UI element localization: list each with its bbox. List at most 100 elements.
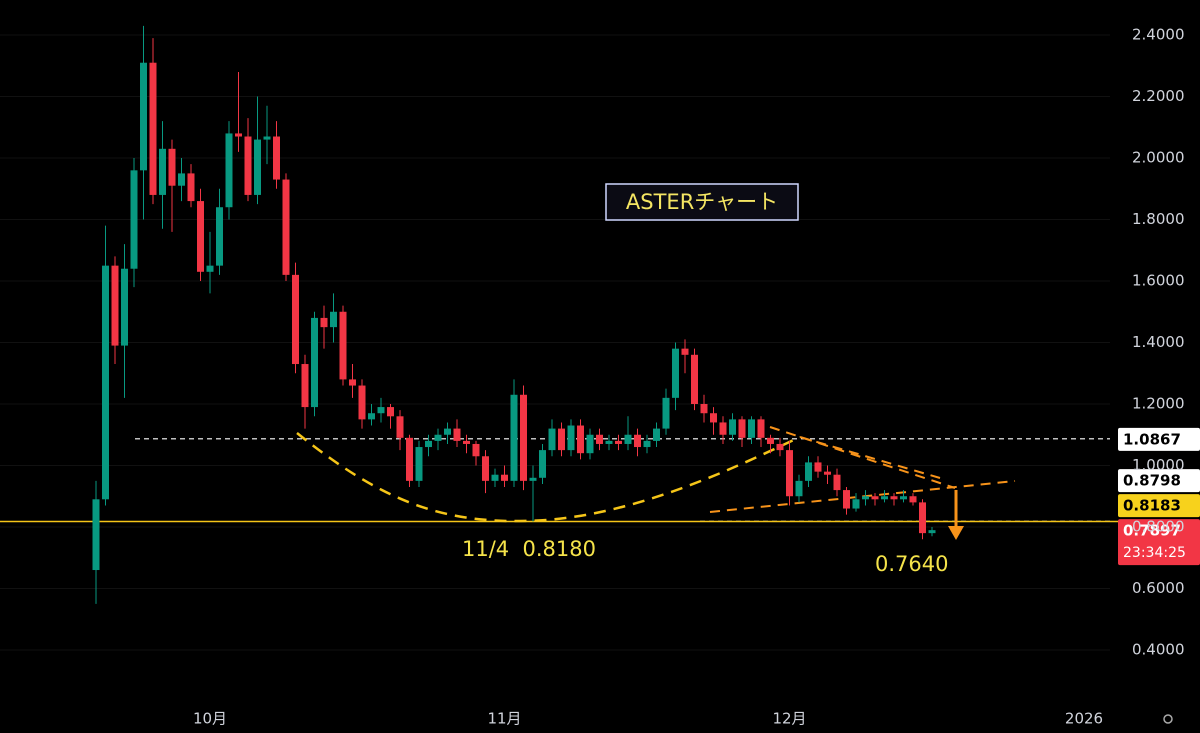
candle-body (330, 311, 337, 328)
candle-body (320, 317, 328, 328)
candle-body (672, 348, 679, 398)
candle-body (425, 440, 432, 448)
y-tick-label: 0.8000 (1132, 517, 1185, 535)
candle-body (349, 379, 356, 386)
x-tick-label: 11月 (487, 710, 521, 728)
candle-body (729, 419, 736, 435)
candle-body (292, 274, 299, 365)
candle-body (643, 440, 651, 448)
settings-icon[interactable] (1163, 714, 1173, 724)
candle-body (121, 268, 128, 346)
candle-body (92, 499, 100, 571)
candle-body (767, 437, 774, 444)
candle-body (130, 170, 138, 269)
price-label-box (1118, 494, 1200, 518)
candle-body (719, 422, 727, 435)
candle-body (178, 173, 185, 186)
candle-body (482, 456, 489, 481)
candle-body (539, 450, 546, 478)
candle-body (225, 133, 233, 208)
candle-body (862, 496, 869, 500)
candle-body (529, 477, 537, 481)
trend-line (769, 426, 956, 489)
candle-body (301, 364, 309, 408)
candle-body (919, 502, 926, 534)
x-tick-label: 2026 (1065, 710, 1103, 728)
candle-body (558, 428, 565, 451)
candle-body (928, 530, 936, 534)
candle-body (102, 265, 109, 500)
candle-body (634, 434, 641, 448)
candle-body (881, 496, 888, 500)
candle-body (377, 407, 385, 414)
y-tick-label: 1.4000 (1132, 333, 1185, 351)
candle-body (786, 450, 793, 497)
candle-body (187, 173, 195, 202)
y-tick-label: 2.0000 (1132, 149, 1185, 167)
candle-body (510, 394, 518, 481)
candle-body (710, 413, 717, 423)
candle-body (567, 425, 575, 451)
cup-curve (296, 432, 801, 523)
candle-body (368, 413, 375, 420)
candle-body (681, 348, 689, 355)
candle-body (805, 462, 812, 481)
candle-body (339, 311, 347, 380)
y-tick-label: 1.2000 (1132, 394, 1185, 412)
candle-body (444, 428, 451, 435)
chart-title: ASTERチャート (626, 190, 778, 214)
candle-body (244, 136, 252, 195)
candle-body (577, 425, 584, 454)
candle-body (159, 148, 166, 195)
candle-body (235, 133, 242, 137)
candle-body (653, 428, 660, 441)
x-tick-label: 12月 (772, 710, 806, 728)
y-tick-label: 2.2000 (1132, 87, 1185, 105)
candle-body (501, 474, 508, 481)
candle-body (263, 136, 271, 140)
price-label: 1.0867 (1123, 430, 1181, 448)
candle-body (216, 207, 223, 266)
y-tick-label: 2.4000 (1132, 26, 1185, 44)
candle-body (833, 474, 841, 491)
candle-body (197, 201, 204, 272)
y-tick-label: 1.6000 (1132, 272, 1185, 290)
candle-body (776, 443, 784, 451)
candle-body (111, 265, 119, 346)
y-tick-label: 1.8000 (1132, 210, 1185, 228)
candle-body (387, 407, 394, 417)
price-label-box (1118, 469, 1200, 493)
candle-body (406, 437, 413, 481)
candle-body (890, 496, 898, 500)
candle-body (472, 443, 480, 457)
y-tick-label: 0.4000 (1132, 640, 1185, 658)
candle-body (843, 490, 850, 509)
candle-body (491, 474, 499, 481)
price-label-box (1118, 519, 1200, 566)
candle-body (605, 440, 613, 444)
candle-body (586, 434, 594, 454)
candle-body (168, 148, 176, 186)
candle-body (871, 496, 879, 500)
candle-body (358, 385, 366, 420)
candle-body (140, 62, 147, 171)
x-tick-label: 10月 (193, 710, 227, 728)
candle-body (463, 440, 470, 444)
y-tick-label: 0.6000 (1132, 579, 1185, 597)
candle-body (757, 419, 765, 438)
annotation: 0.7640 (875, 552, 948, 576)
price-label: 0.7897 (1123, 522, 1181, 540)
candle-body (852, 499, 860, 509)
candle-body (814, 462, 822, 472)
candle-body (824, 471, 831, 475)
annotation: 11/4 0.8180 (462, 537, 596, 561)
countdown: 23:34:25 (1123, 545, 1186, 561)
candle-body (738, 419, 746, 438)
candle-body (909, 496, 917, 503)
price-label: 0.8183 (1123, 497, 1181, 515)
candle-body (691, 354, 698, 404)
candle-body (282, 179, 290, 275)
